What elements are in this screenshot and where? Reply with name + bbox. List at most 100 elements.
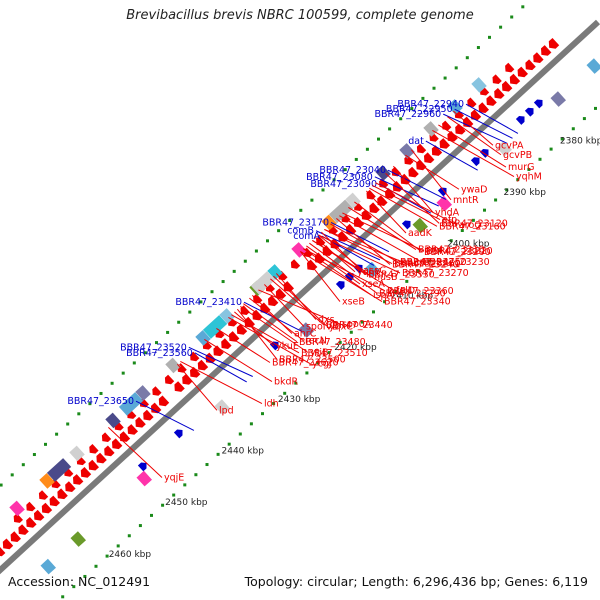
scale-dot xyxy=(99,391,103,395)
gene-arrow xyxy=(253,293,263,304)
gene-label: BBR47_23270 xyxy=(402,268,469,279)
scale-dot xyxy=(321,188,325,192)
gene-label: BBR47_23170 xyxy=(262,217,329,228)
scale-dot xyxy=(438,249,442,253)
feature-box xyxy=(375,165,391,181)
leader-line xyxy=(309,242,378,294)
gene-arrow xyxy=(73,474,84,485)
genome-info-text: Topology: circular; Length: 6,296,436 bp… xyxy=(244,574,588,589)
gene-arrow xyxy=(2,538,14,550)
feature-box xyxy=(219,308,235,324)
leader-line xyxy=(324,228,407,264)
scale-dot xyxy=(416,269,420,273)
feature-box xyxy=(202,315,228,339)
gene-arrow xyxy=(437,187,447,197)
gene-arrow xyxy=(104,445,115,457)
scale-dot xyxy=(249,422,253,426)
gene-label: comA xyxy=(293,231,320,242)
feature-box xyxy=(135,385,151,401)
feature-box xyxy=(214,399,230,415)
leader-line xyxy=(385,172,440,224)
gene-label: nusB xyxy=(374,272,398,283)
leader-line xyxy=(324,228,393,264)
gene-label: xseB xyxy=(342,297,365,308)
gene-label: BBR47_23290 xyxy=(379,288,446,299)
gene-arrow xyxy=(236,324,248,335)
gene-arrow xyxy=(190,366,201,378)
gene-arrow xyxy=(377,195,388,206)
scale-label: 2420 kbp xyxy=(334,343,377,353)
leader-line xyxy=(392,165,434,213)
scale-dot xyxy=(277,229,281,233)
scale-dot xyxy=(77,412,81,416)
scale-dot xyxy=(571,127,575,131)
gene-label: accB xyxy=(408,259,431,270)
gene-arrow xyxy=(101,432,112,442)
scale-dot xyxy=(199,300,203,304)
feature-box xyxy=(550,91,566,107)
feature-box xyxy=(291,242,307,258)
scale-dot xyxy=(94,564,98,568)
scale-dot xyxy=(383,300,387,304)
feature-box xyxy=(423,121,439,137)
scale-dot xyxy=(127,534,131,538)
gene-arrow xyxy=(455,123,466,135)
scale-dot xyxy=(288,218,292,222)
scale-dot xyxy=(216,452,220,456)
gene-arrow xyxy=(137,462,147,472)
gene-label: mntR xyxy=(453,195,479,206)
leader-line xyxy=(374,176,439,207)
gene-arrow xyxy=(88,459,99,471)
gene-label: dat xyxy=(408,136,424,147)
gene-arrow xyxy=(316,236,326,246)
gene-arrow xyxy=(478,102,489,113)
leader-line xyxy=(372,184,441,220)
gene-label: yqjE xyxy=(164,473,184,484)
gene-label: efp xyxy=(442,215,457,226)
gene-label: BBR47_23650 xyxy=(67,396,134,407)
scale-dot xyxy=(177,320,181,324)
gene-label: spoIVB xyxy=(306,322,339,333)
scale-dot xyxy=(505,188,509,192)
page-title: Brevibacillus brevis NBRC 100599, comple… xyxy=(126,8,474,23)
gene-arrow xyxy=(89,444,99,454)
gene-label: BBR47_23210 xyxy=(418,245,485,256)
gene-label: ahrC xyxy=(294,329,317,340)
gene-arrow xyxy=(26,517,37,528)
scale-dot xyxy=(72,585,76,589)
gene-label: BBR47_23510 xyxy=(301,348,368,359)
gene-arrow xyxy=(26,501,36,512)
scale-dot xyxy=(488,35,492,39)
scale-dot xyxy=(227,442,231,446)
scale-dot xyxy=(260,412,264,416)
gene-arrow xyxy=(119,431,131,442)
scale-dot xyxy=(66,422,70,426)
scale-dot xyxy=(371,310,375,314)
gene-arrow xyxy=(524,107,534,117)
leader-line xyxy=(231,314,300,354)
gene-arrow xyxy=(502,80,513,92)
scale-dot xyxy=(449,239,453,243)
feature-box xyxy=(136,470,152,487)
gene-label: BBR47_22940 xyxy=(397,99,464,110)
gene-arrow xyxy=(424,152,435,164)
scale-dot xyxy=(499,25,503,29)
gene-label: BBR47_23340 xyxy=(384,297,451,308)
scale-dot xyxy=(254,249,258,253)
scale-dot xyxy=(116,544,120,548)
scale-dot xyxy=(354,157,358,161)
scale-dot xyxy=(10,473,14,477)
scale-dot xyxy=(83,574,87,578)
feature-box xyxy=(250,271,276,295)
scale-dot xyxy=(210,290,214,294)
gene-label: gcvPB xyxy=(503,150,532,161)
scale-dot xyxy=(272,401,276,405)
gene-arrow xyxy=(346,223,357,235)
leader-line xyxy=(240,305,309,353)
gene-label: BBR47_23520 xyxy=(120,342,187,353)
gene-arrow xyxy=(548,38,560,49)
scale-label: 2400 kbp xyxy=(447,240,490,250)
